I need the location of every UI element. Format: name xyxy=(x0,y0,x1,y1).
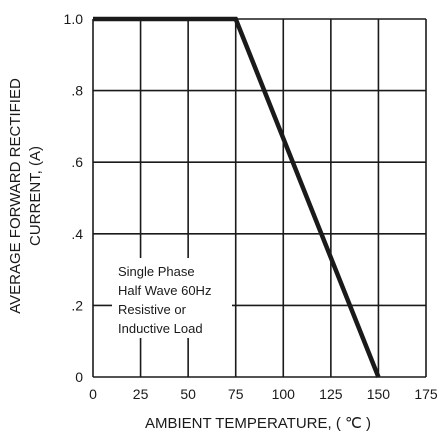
annotation-line-1: Single Phase xyxy=(118,264,195,279)
x-tick-label-1: 25 xyxy=(133,386,149,402)
x-tick-label-3: 75 xyxy=(228,386,244,402)
x-tick-label-5: 125 xyxy=(319,386,343,402)
annotation-line-3: Resistive or xyxy=(118,302,187,317)
y-tick-label-5: 1.0 xyxy=(64,11,84,27)
x-tick-label-6: 150 xyxy=(367,386,391,402)
annotation-background xyxy=(112,258,232,338)
annotation-line-2: Half Wave 60Hz xyxy=(118,283,211,298)
x-axis-title: AMBIENT TEMPERATURE, ( ℃ ) xyxy=(145,415,371,432)
y-axis-title-line-2: CURRENT, (A) xyxy=(27,146,44,246)
data-line-layer xyxy=(93,16,381,378)
x-tick-label-2: 50 xyxy=(180,386,196,402)
tick-label-layer: 0 25 50 75 100 125 150 175 0 .2 .4 .6 .8 1.0 xyxy=(64,11,438,402)
y-axis-title-line-1: AVERAGE FORWARD RECTIFIED xyxy=(7,78,24,314)
annotation-line-4: Inductive Load xyxy=(118,321,203,336)
grid xyxy=(92,18,427,378)
y-tick-label-1: .2 xyxy=(71,297,83,313)
x-tick-label-7: 175 xyxy=(414,386,438,402)
y-tick-label-0: 0 xyxy=(75,369,83,385)
x-tick-label-0: 0 xyxy=(89,386,97,402)
y-tick-label-3: .6 xyxy=(71,154,83,170)
y-tick-label-2: .4 xyxy=(71,226,83,242)
y-tick-label-4: .8 xyxy=(71,83,83,99)
series-line-0 xyxy=(93,16,381,378)
x-tick-label-4: 100 xyxy=(272,386,296,402)
